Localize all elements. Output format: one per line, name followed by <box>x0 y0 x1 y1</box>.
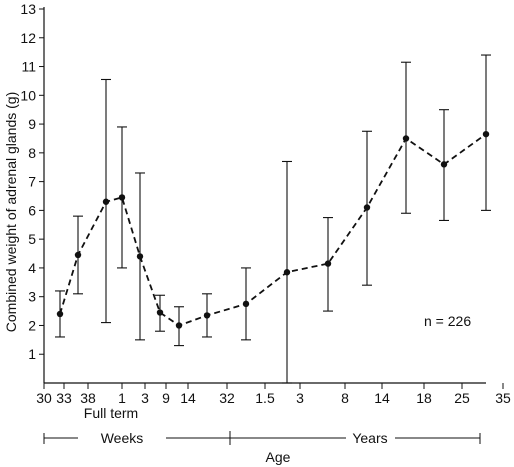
x-tick-labels: 30 33 38 1 3 9 14 32 1.5 3 8 14 18 25 35 <box>36 390 511 406</box>
n-annotation: n = 226 <box>424 313 471 329</box>
x-sublabel-full-term: Full term <box>84 405 138 421</box>
x-tick-label: 32 <box>219 390 235 406</box>
y-tick-label: 2 <box>28 317 36 333</box>
x-axis-title: Age <box>266 449 291 465</box>
x-tick-label: 25 <box>454 390 470 406</box>
data-point <box>402 135 410 142</box>
y-tick-label: 12 <box>20 30 36 46</box>
data-point <box>324 260 332 267</box>
years-bracket <box>230 433 481 444</box>
y-tick-label: 8 <box>28 145 36 161</box>
y-tick-label: 13 <box>20 1 36 17</box>
data-point <box>283 269 291 276</box>
x-tick-label: 3 <box>296 390 304 406</box>
x-tick-label: 38 <box>80 390 96 406</box>
weeks-label: Weeks <box>101 430 144 446</box>
data-point <box>242 300 250 308</box>
x-tick-label: 1.5 <box>255 390 275 406</box>
x-tick-label: 8 <box>341 390 349 406</box>
y-tick-label: 6 <box>28 202 36 218</box>
y-tick-label: 4 <box>28 260 36 276</box>
data-point <box>203 312 211 319</box>
data-point <box>363 204 371 211</box>
data-point <box>102 198 110 205</box>
x-tick-label: 18 <box>416 390 432 406</box>
y-tick-label: 5 <box>28 231 36 247</box>
data-point <box>136 253 144 260</box>
y-tick-label: 1 <box>28 346 36 362</box>
y-tick-label: 10 <box>20 87 36 103</box>
x-tick-label: 1 <box>118 390 126 406</box>
y-tick-label: 3 <box>28 289 36 305</box>
x-tick-label: 33 <box>56 390 72 406</box>
data-points <box>56 130 490 329</box>
data-point <box>118 194 126 201</box>
x-tick-label: 14 <box>374 390 390 406</box>
y-tick-label: 7 <box>28 174 36 190</box>
error-bars <box>55 54 491 384</box>
y-axis-title: Combined weight of adrenal glands (g) <box>3 92 19 332</box>
x-tick-label: 30 <box>36 390 52 406</box>
data-point <box>440 161 448 168</box>
y-tick-label: 9 <box>28 116 36 132</box>
x-tick-label: 3 <box>141 390 149 406</box>
series-line <box>59 133 487 327</box>
years-label: Years <box>352 430 387 446</box>
data-point <box>482 130 490 138</box>
x-tick-label: 9 <box>162 390 170 406</box>
x-tick-label: 14 <box>180 390 196 406</box>
data-point <box>56 310 64 318</box>
y-tick-label: 11 <box>21 59 36 75</box>
x-tick-label: 35 <box>495 390 511 406</box>
data-point <box>156 309 164 316</box>
data-point <box>175 322 183 329</box>
data-point <box>74 251 82 259</box>
axes <box>39 7 504 389</box>
